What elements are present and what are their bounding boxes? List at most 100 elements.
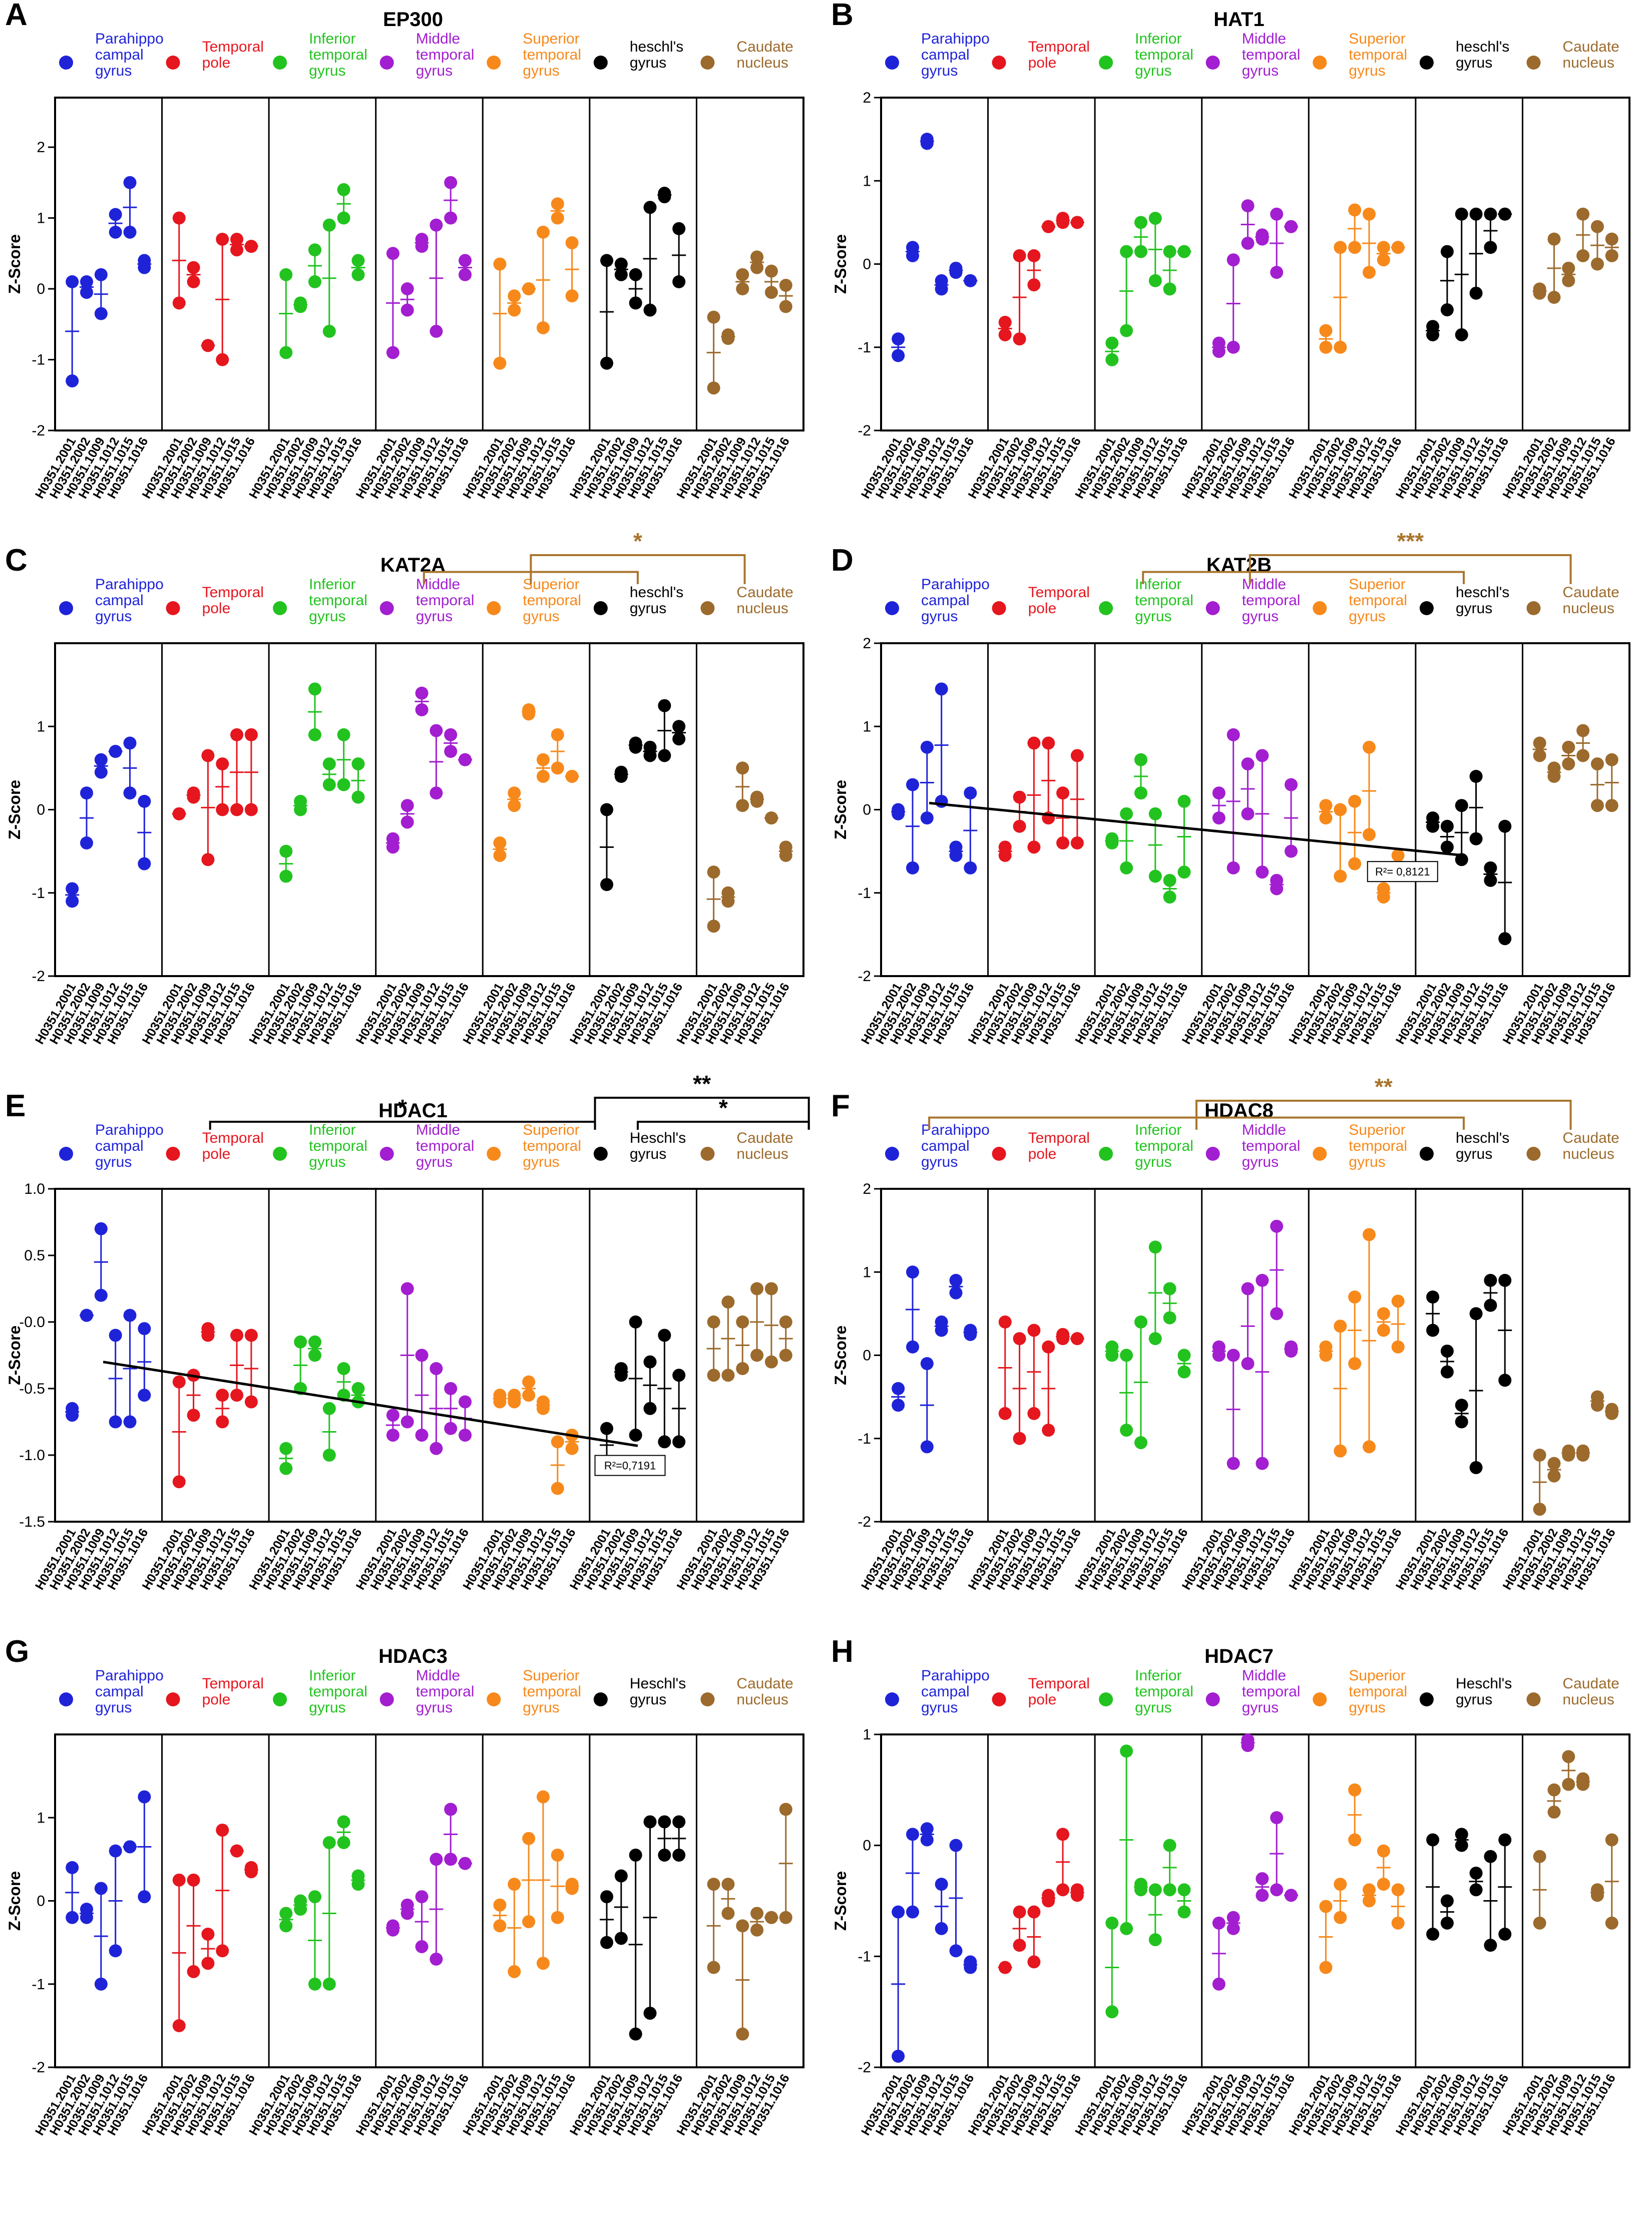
data-point: [508, 786, 521, 800]
data-point: [892, 332, 905, 346]
data-point: [1134, 753, 1147, 766]
data-point: [721, 328, 735, 341]
data-point: [1562, 274, 1575, 287]
data-point: [1226, 340, 1240, 354]
legend-label: gyrus: [523, 608, 559, 625]
legend-label: Middle: [416, 1667, 460, 1684]
data-point: [764, 811, 778, 825]
data-point: [1605, 1407, 1618, 1420]
data-point: [1562, 740, 1575, 754]
data-point: [1270, 1883, 1284, 1897]
legend-label: temporal: [1242, 592, 1301, 609]
data-point: [294, 300, 307, 313]
legend-marker: [1205, 56, 1220, 70]
legend-label: gyrus: [523, 1699, 559, 1716]
legend-label: Heschl's: [630, 1675, 686, 1692]
legend-label: Parahippo: [95, 576, 164, 593]
legend-label: pole: [202, 55, 231, 71]
y-tick-label: 1.0: [24, 1181, 45, 1197]
data-point: [536, 1402, 550, 1415]
data-point: [308, 1349, 321, 1362]
data-point: [66, 882, 79, 896]
data-point: [892, 2049, 905, 2063]
legend-label: Inferior: [309, 1122, 355, 1138]
y-tick-label: -1: [32, 885, 45, 902]
data-point: [536, 321, 550, 334]
data-point: [1148, 274, 1162, 287]
legend-label: campal: [95, 1138, 144, 1154]
y-tick-label: 0.5: [24, 1247, 45, 1264]
data-point: [415, 686, 429, 700]
r2-label: R²= 0,8121: [1375, 865, 1430, 878]
data-point: [935, 1922, 948, 1935]
y-tick-label: -2: [858, 2059, 871, 2076]
legend-label: gyrus: [416, 63, 453, 79]
data-point: [920, 1440, 934, 1454]
legend-label: Temporal: [1028, 1130, 1090, 1146]
data-point: [764, 1355, 778, 1369]
significance-star: *: [633, 528, 642, 554]
data-point: [1377, 1307, 1390, 1320]
data-point: [1070, 836, 1084, 849]
data-point: [1533, 286, 1546, 300]
data-point: [672, 222, 686, 235]
data-point: [658, 1328, 671, 1342]
data-point: [522, 1375, 536, 1389]
data-point: [1270, 1307, 1284, 1320]
data-point: [721, 1295, 735, 1309]
data-point: [964, 861, 977, 874]
data-point: [1469, 1867, 1483, 1880]
legend-label: heschl's: [1456, 39, 1509, 55]
legend-marker: [1313, 56, 1327, 70]
data-point: [1105, 353, 1119, 366]
data-point: [1285, 1340, 1298, 1354]
data-point: [94, 1222, 108, 1235]
data-point: [80, 836, 94, 849]
data-point: [415, 1890, 429, 1904]
data-point: [216, 353, 229, 366]
data-point: [1148, 1332, 1162, 1346]
data-point: [1226, 1457, 1240, 1470]
data-point: [1042, 220, 1055, 233]
data-point: [1469, 207, 1483, 221]
data-point: [1120, 807, 1133, 820]
data-point: [94, 1882, 108, 1895]
data-point: [1105, 2005, 1119, 2019]
data-point: [444, 176, 458, 189]
data-point: [964, 1955, 977, 1969]
data-point: [522, 1389, 536, 1402]
legend-label: Temporal: [1028, 584, 1090, 601]
data-point: [94, 753, 108, 766]
data-point: [322, 1449, 336, 1462]
data-point: [294, 794, 307, 808]
data-point: [920, 1833, 934, 1847]
legend-marker: [885, 1147, 899, 1161]
legend-label: Inferior: [1135, 31, 1181, 47]
data-point: [920, 1357, 934, 1371]
data-point: [998, 328, 1012, 341]
data-point: [600, 1422, 614, 1435]
data-point: [430, 1362, 443, 1376]
data-point: [109, 1944, 122, 1958]
data-point: [736, 1362, 749, 1376]
plot-frame: [54, 97, 804, 431]
legend-marker: [1205, 1147, 1220, 1161]
data-point: [1148, 807, 1162, 820]
legend-label: Caudate: [1562, 1675, 1619, 1692]
data-point: [1070, 749, 1084, 762]
chart-title: HDAC1: [378, 1100, 448, 1122]
data-point: [94, 1288, 108, 1302]
data-point: [279, 844, 293, 858]
data-point: [308, 1335, 321, 1349]
legend-marker: [885, 1692, 899, 1706]
chart-panel-h: H HDAC7ParahippocampalgyrusTemporalpoleIn…: [831, 1634, 1630, 2138]
legend-label: temporal: [309, 592, 367, 609]
data-point: [1498, 1833, 1512, 1847]
data-point: [493, 836, 507, 849]
data-point: [400, 1282, 414, 1295]
data-point: [493, 848, 507, 862]
data-point: [138, 261, 151, 274]
data-point: [600, 803, 614, 816]
data-point: [1212, 786, 1225, 800]
data-point: [337, 1836, 350, 1850]
